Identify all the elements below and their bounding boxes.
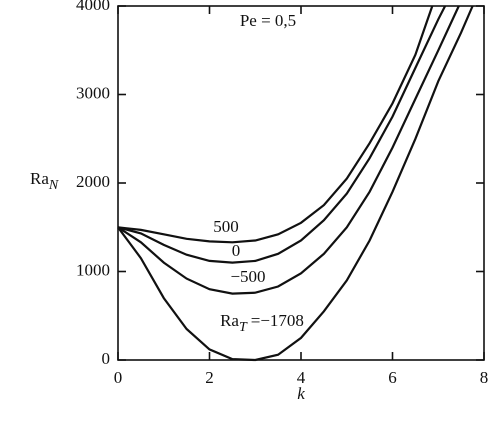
curve-label: 500 <box>213 217 239 236</box>
annotation: Pe = 0,5 <box>240 11 296 30</box>
y-axis-label-sub: N <box>48 178 59 193</box>
y-tick-label: 2000 <box>76 172 110 191</box>
curve <box>117 5 447 264</box>
curve-value: 0 <box>232 241 241 260</box>
y-tick-label: 3000 <box>76 83 110 102</box>
curve <box>117 5 460 295</box>
curve-value: −1708 <box>260 311 304 330</box>
plot-frame <box>117 5 485 361</box>
y-axis-label: RaN <box>30 169 59 193</box>
y-tick-label: 0 <box>102 349 111 368</box>
curve-param-sub: T <box>239 320 248 335</box>
curve-label: 0 <box>232 241 241 260</box>
x-axis-label: k <box>297 384 305 403</box>
curve <box>117 5 474 362</box>
curve-label: RaT =−1708 <box>220 311 304 335</box>
x-tick-label: 8 <box>480 368 489 387</box>
curve-param-sign: = <box>251 311 261 330</box>
curve-label: −500 <box>230 267 265 286</box>
x-tick-label: 0 <box>114 368 123 387</box>
y-tick-label: 1000 <box>76 260 110 279</box>
x-tick-label: 4 <box>297 368 306 387</box>
x-tick-label: 6 <box>388 368 397 387</box>
curve-value: 500 <box>213 217 239 236</box>
curve-param-symbol: Ra <box>220 311 239 330</box>
curve-value: −500 <box>230 267 265 286</box>
x-tick-label: 2 <box>205 368 214 387</box>
y-tick-label: 4000 <box>76 0 110 14</box>
y-axis-label-main: Ra <box>30 169 49 188</box>
curve <box>117 5 434 244</box>
